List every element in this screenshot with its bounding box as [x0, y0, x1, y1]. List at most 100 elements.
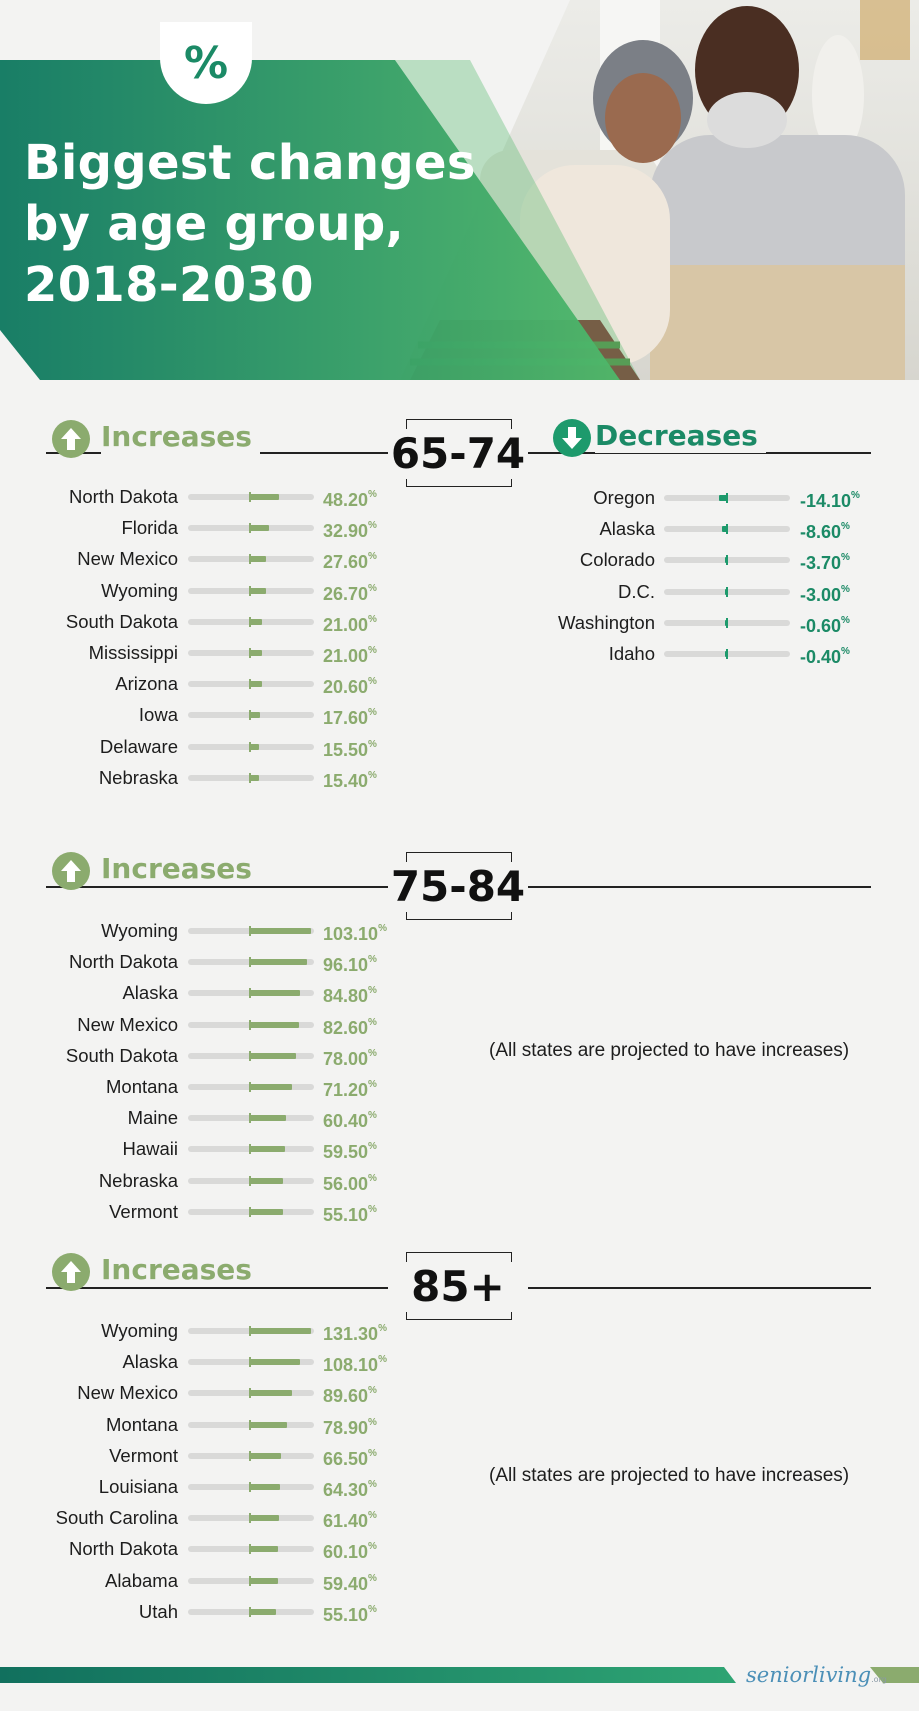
bar-anchor: [249, 1144, 251, 1155]
footer-bar: [0, 1667, 919, 1683]
chart-row: Florida 32.90%: [0, 516, 919, 541]
bar-track: [188, 1144, 314, 1155]
bar-track: [188, 1175, 314, 1186]
value-number: 27.60: [323, 552, 369, 573]
bar-anchor: [249, 679, 251, 690]
bar-value: [250, 587, 266, 594]
bar-value: [250, 1021, 299, 1028]
bar-anchor: [726, 649, 728, 659]
bar-value: [250, 1328, 312, 1334]
value-label: 21.00%: [323, 641, 377, 668]
chart-row: D.C. -3.00%: [0, 580, 919, 605]
bar-anchor: [249, 1113, 251, 1124]
value-label: 64.30%: [323, 1475, 377, 1502]
state-label: Maine: [127, 1107, 178, 1129]
value-unit: %: [368, 645, 377, 656]
bar-track: [664, 586, 790, 597]
bar-track: [188, 1206, 314, 1217]
state-label: Montana: [106, 1076, 178, 1097]
age-group-label: 65-74: [388, 429, 528, 479]
value-label: 78.90%: [323, 1413, 377, 1440]
state-label: Arizona: [115, 673, 178, 695]
bar-value: [250, 774, 260, 781]
chart-row: New Mexico 82.60%: [0, 1013, 919, 1038]
bar-value: [718, 495, 727, 501]
value-unit: %: [368, 1603, 377, 1615]
state-label: Vermont: [109, 1444, 178, 1466]
value-number: 26.70: [323, 583, 369, 604]
value-unit: %: [368, 769, 377, 781]
bar-track: [188, 1513, 314, 1524]
value-number: 89.60: [323, 1386, 369, 1407]
bar-anchor: [249, 554, 251, 565]
value-number: -0.60: [800, 615, 842, 636]
state-label: Idaho: [608, 643, 655, 664]
chart-row: North Dakota 60.10%: [0, 1537, 919, 1562]
value-number: 131.30: [323, 1324, 379, 1344]
value-unit: %: [368, 985, 377, 997]
value-label: 17.60%: [323, 703, 377, 730]
value-number: -3.70: [800, 553, 842, 574]
bar-value: [250, 1146, 286, 1153]
arrow-up-icon: [52, 420, 90, 458]
value-number: 64.30: [323, 1480, 369, 1500]
value-unit: %: [851, 490, 860, 501]
bar-anchor: [249, 585, 251, 596]
bar-track: [188, 1050, 314, 1061]
chart-row: Mississippi 21.00%: [0, 641, 919, 668]
value-label: 96.10%: [323, 950, 377, 977]
value-label: -0.40%: [800, 642, 850, 669]
bar-anchor: [249, 1450, 251, 1461]
state-label: Hawaii: [122, 1138, 178, 1160]
bar-track: [188, 1357, 314, 1368]
bar-track: [188, 1113, 314, 1124]
value-label: 26.70%: [323, 579, 377, 606]
value-number: 15.50: [323, 739, 369, 760]
value-unit: %: [368, 1385, 377, 1397]
bar-anchor: [726, 493, 728, 503]
bar-value: [250, 1546, 279, 1553]
chart-row: Montana 78.90%: [0, 1413, 919, 1440]
value-unit: %: [368, 582, 377, 594]
value-label: 71.20%: [323, 1075, 377, 1102]
value-label: 55.10%: [323, 1600, 377, 1627]
bar-anchor: [249, 648, 251, 658]
bar-track: [188, 710, 314, 721]
bar-value: [250, 650, 263, 656]
bar-value: [250, 681, 263, 688]
bar-value: [250, 525, 270, 532]
bar-anchor: [249, 1019, 251, 1030]
value-unit: %: [368, 1203, 377, 1215]
bar-anchor: [249, 1606, 251, 1617]
value-unit: %: [368, 954, 377, 966]
state-label: Washington: [557, 611, 655, 633]
chart-row: Utah 55.10%: [0, 1600, 919, 1627]
chart-row: South Dakota 78.00%: [0, 1044, 919, 1069]
value-label: 84.80%: [323, 981, 377, 1008]
chart-row: Wyoming 26.70%: [0, 579, 919, 606]
value-unit: %: [368, 520, 377, 532]
value-number: 59.50: [323, 1142, 369, 1163]
state-label: New Mexico: [77, 1382, 178, 1404]
state-label: Wyoming: [101, 579, 178, 601]
bar-track: [188, 1388, 314, 1399]
value-unit: %: [368, 1141, 377, 1153]
bar-anchor: [249, 1419, 251, 1430]
bar-anchor: [249, 492, 251, 502]
state-label: Oregon: [593, 487, 655, 508]
title-line-3: 2018-2030: [24, 257, 314, 313]
age-group-label: 85+: [388, 1262, 528, 1312]
value-unit: %: [368, 551, 377, 563]
chart-row: South Carolina 61.40%: [0, 1506, 919, 1531]
bar-value: [250, 618, 263, 625]
value-number: -3.00: [800, 584, 842, 605]
bar-value: [250, 1484, 281, 1490]
value-unit: %: [841, 614, 850, 626]
value-unit: %: [368, 613, 377, 625]
state-label: Colorado: [579, 549, 655, 571]
value-label: 15.40%: [323, 766, 377, 793]
value-unit: %: [841, 552, 850, 564]
state-label: North Dakota: [69, 951, 178, 973]
bar-track: [188, 772, 314, 783]
state-label: Nebraska: [98, 1169, 178, 1191]
